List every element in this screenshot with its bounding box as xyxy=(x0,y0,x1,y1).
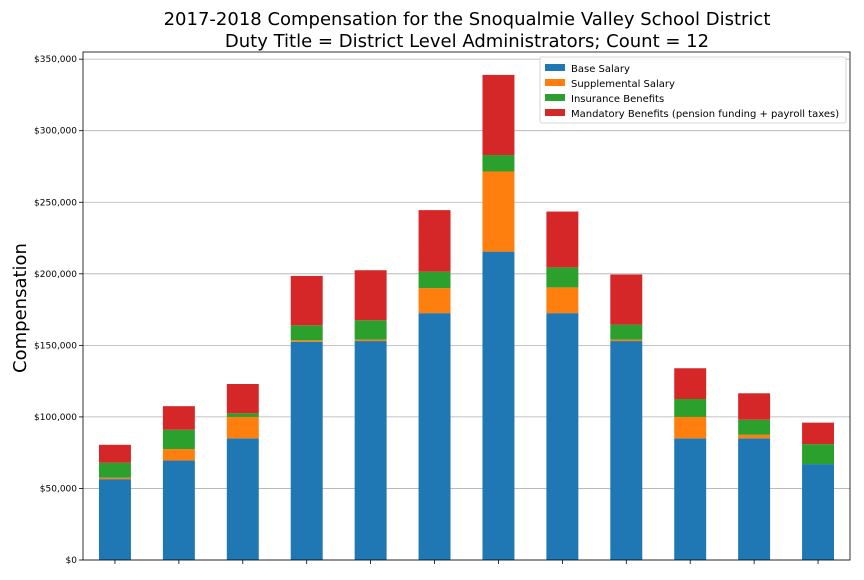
bar-segment-supplemental-salary xyxy=(482,171,515,252)
bar-segment-mandatory-benefits xyxy=(482,74,515,156)
y-tick-label: $0 xyxy=(66,556,78,566)
plot-frame xyxy=(82,51,851,561)
y-axis-label: Compensation xyxy=(10,243,31,373)
bar-segment-mandatory-benefits xyxy=(290,275,323,326)
legend-label: Insurance Benefits xyxy=(571,94,664,105)
bar-segment-base-salary xyxy=(162,460,195,560)
y-tick-label: $50,000 xyxy=(40,484,77,494)
bar-segment-base-salary xyxy=(610,341,643,560)
legend-swatch xyxy=(545,109,565,116)
bar-segment-base-salary xyxy=(482,251,515,560)
legend-label: Mandatory Benefits (pension funding + pa… xyxy=(571,109,839,120)
legend-swatch xyxy=(545,94,565,101)
bar-segment-insurance-benefits xyxy=(610,324,643,340)
y-tick-label: $150,000 xyxy=(34,341,77,351)
bar-segment-insurance-benefits xyxy=(482,155,515,172)
y-tick-label: $100,000 xyxy=(34,413,77,423)
bar-segment-mandatory-benefits xyxy=(226,383,259,414)
bar-segment-mandatory-benefits xyxy=(610,274,643,325)
bar-segment-supplemental-salary xyxy=(162,449,195,461)
chart-title-line1: 2017-2018 Compensation for the Snoqualmi… xyxy=(164,9,771,30)
bar-segment-supplemental-salary xyxy=(290,340,323,342)
bar-segment-supplemental-salary xyxy=(738,434,771,439)
bar-segment-supplemental-salary xyxy=(98,477,131,480)
bar-segment-mandatory-benefits xyxy=(738,393,771,420)
legend-label: Base Salary xyxy=(571,64,630,75)
bar-segment-insurance-benefits xyxy=(738,419,771,435)
bar-segment-base-salary xyxy=(290,341,323,560)
y-tick-label: $350,000 xyxy=(34,55,77,65)
bar-segment-base-salary xyxy=(354,341,387,560)
bar-segment-mandatory-benefits xyxy=(802,422,835,445)
y-tick-label: $250,000 xyxy=(34,198,77,208)
bar-segment-insurance-benefits xyxy=(354,320,387,340)
legend-box xyxy=(539,56,847,124)
bar-segment-base-salary xyxy=(98,479,131,560)
y-tick-label: $200,000 xyxy=(34,270,77,280)
bar-segment-insurance-benefits xyxy=(418,271,451,289)
legend-swatch xyxy=(545,79,565,86)
bar-segment-base-salary xyxy=(738,438,771,560)
legend-label: Supplemental Salary xyxy=(571,79,675,90)
bar-segment-insurance-benefits xyxy=(162,429,195,450)
bar-segment-mandatory-benefits xyxy=(674,368,707,400)
bar-segment-mandatory-benefits xyxy=(354,270,387,321)
bar-segment-supplemental-salary xyxy=(354,339,387,342)
bar-segment-base-salary xyxy=(418,313,451,560)
legend-swatch xyxy=(545,64,565,71)
chart-title-line2: Duty Title = District Level Administrato… xyxy=(225,31,709,52)
bar-segment-insurance-benefits xyxy=(226,413,259,417)
bar-segment-supplemental-salary xyxy=(546,287,579,314)
bar-segment-supplemental-salary xyxy=(674,416,707,439)
bar-segment-insurance-benefits xyxy=(802,444,835,465)
bar-segment-supplemental-salary xyxy=(226,416,259,439)
bar-segment-insurance-benefits xyxy=(98,462,131,478)
bar-segment-base-salary xyxy=(226,438,259,560)
bar-segment-mandatory-benefits xyxy=(162,406,195,430)
y-tick-label: $300,000 xyxy=(34,127,77,137)
bar-segment-base-salary xyxy=(674,438,707,560)
bar-segment-mandatory-benefits xyxy=(546,211,579,268)
bar-segment-base-salary xyxy=(546,313,579,560)
bar-segment-supplemental-salary xyxy=(418,288,451,314)
bar-segment-insurance-benefits xyxy=(546,267,579,288)
bar-segment-mandatory-benefits xyxy=(98,444,131,463)
bar-segment-insurance-benefits xyxy=(290,325,323,341)
bar-segment-base-salary xyxy=(802,464,835,560)
bar-segment-mandatory-benefits xyxy=(418,210,451,272)
bar-segment-supplemental-salary xyxy=(610,339,643,342)
bar-segment-insurance-benefits xyxy=(674,399,707,417)
